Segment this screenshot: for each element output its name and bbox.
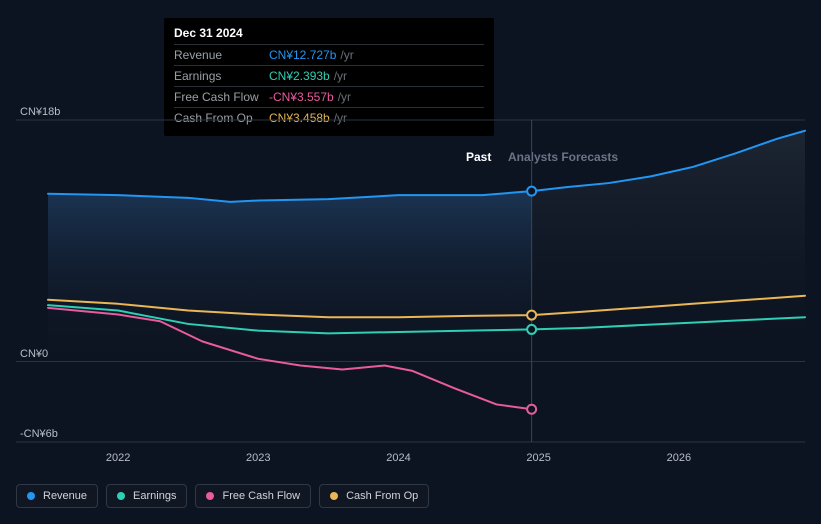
chart-legend: Revenue Earnings Free Cash Flow Cash From O… [16, 484, 429, 508]
x-axis-labels: 2022 2023 2024 2025 2026 [16, 452, 805, 470]
legend-dot-icon [27, 492, 35, 500]
tooltip-metric-label: Revenue [174, 48, 269, 62]
legend-label: Revenue [43, 490, 87, 502]
legend-item[interactable]: Cash From Op [319, 484, 429, 508]
legend-dot-icon [117, 492, 125, 500]
x-axis-label: 2026 [667, 452, 691, 464]
x-axis-label: 2022 [106, 452, 130, 464]
y-axis-label: -CN¥6b [20, 428, 58, 440]
tooltip-metric-unit: /yr [338, 90, 351, 104]
tooltip-metric-unit: /yr [340, 48, 353, 62]
y-axis-label: CN¥0 [20, 348, 48, 360]
tooltip-row: RevenueCN¥12.727b/yr [174, 44, 484, 65]
tooltip-metric-value: -CN¥3.557b [269, 90, 334, 104]
legend-label: Earnings [133, 490, 176, 502]
legend-label: Cash From Op [346, 490, 418, 502]
x-axis-label: 2025 [526, 452, 550, 464]
chart-svg [16, 120, 805, 442]
tooltip-metric-unit: /yr [334, 69, 347, 83]
y-axis-label: CN¥18b [20, 106, 60, 118]
x-axis-label: 2024 [386, 452, 410, 464]
tooltip-metric-label: Earnings [174, 69, 269, 83]
legend-dot-icon [206, 492, 214, 500]
tooltip-date: Dec 31 2024 [174, 26, 484, 44]
hover-tooltip: Dec 31 2024 RevenueCN¥12.727b/yrEarnings… [164, 18, 494, 136]
tooltip-row: EarningsCN¥2.393b/yr [174, 65, 484, 86]
legend-item[interactable]: Free Cash Flow [195, 484, 311, 508]
legend-dot-icon [330, 492, 338, 500]
x-axis-label: 2023 [246, 452, 270, 464]
tooltip-metric-value: CN¥2.393b [269, 69, 330, 83]
legend-label: Free Cash Flow [222, 490, 300, 502]
tooltip-row: Free Cash Flow-CN¥3.557b/yr [174, 86, 484, 107]
legend-item[interactable]: Revenue [16, 484, 98, 508]
legend-item[interactable]: Earnings [106, 484, 187, 508]
tooltip-metric-value: CN¥12.727b [269, 48, 336, 62]
financials-chart[interactable]: CN¥18bCN¥0-CN¥6b [16, 120, 805, 442]
tooltip-metric-label: Free Cash Flow [174, 90, 269, 104]
